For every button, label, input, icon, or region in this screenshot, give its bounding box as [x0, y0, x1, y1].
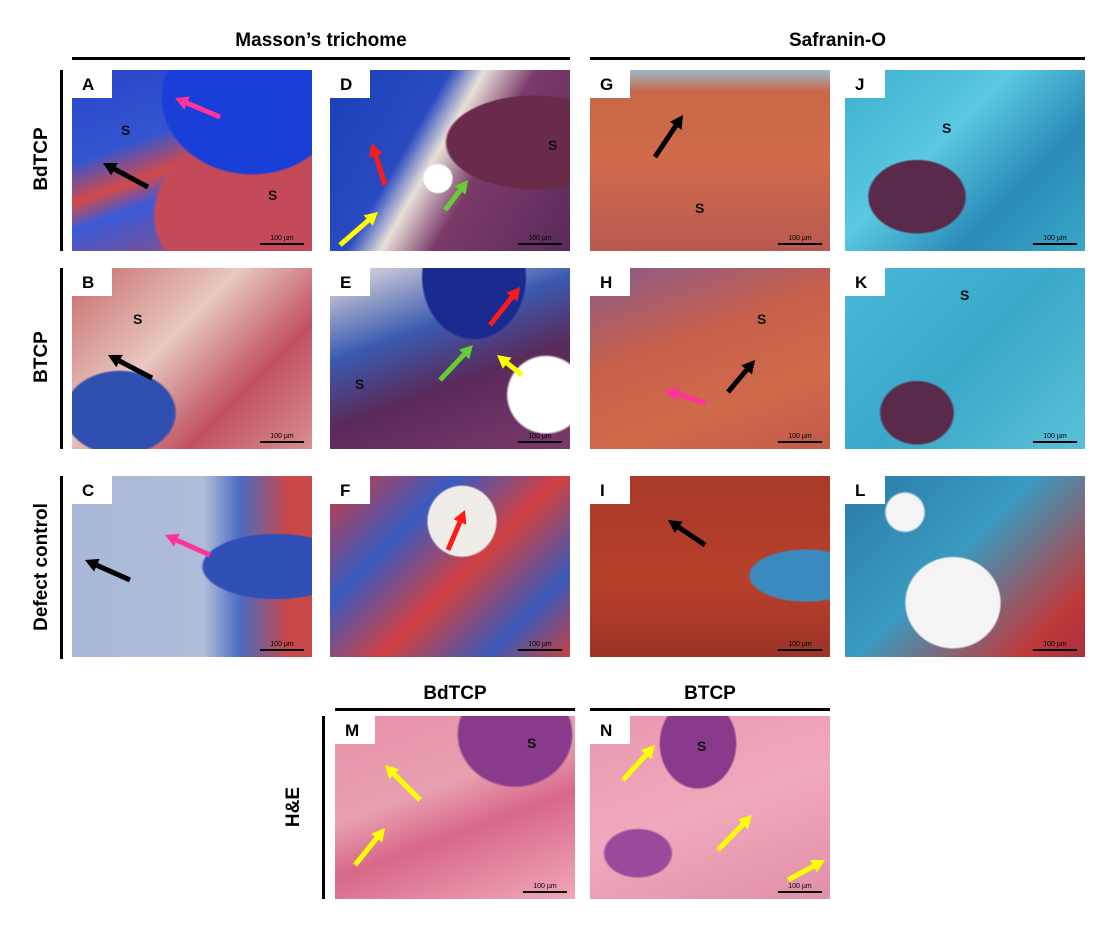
yellow-arrow-icon	[338, 212, 378, 247]
micrograph-panel-l: L 100 µm	[845, 476, 1085, 657]
row-label-defect-control: Defect control	[31, 503, 52, 631]
micrograph-panel-n: N S 100 µm	[590, 716, 830, 899]
micrograph-panel-m: M S 100 µm	[335, 716, 575, 899]
panel-letter: C	[72, 476, 112, 504]
red-arrow-icon	[369, 143, 388, 186]
panel-letter: M	[335, 716, 375, 744]
panel-letter: F	[330, 476, 370, 504]
panel-letter: D	[330, 70, 370, 98]
divider	[72, 57, 570, 60]
scale-bar: 100 µm	[260, 433, 304, 443]
yellow-arrow-icon	[353, 828, 385, 867]
divider	[60, 476, 63, 659]
scale-bar: 100 µm	[518, 433, 562, 443]
panel-letter: E	[330, 268, 370, 296]
pink-arrow-icon	[175, 96, 221, 120]
panel-letter: L	[845, 476, 885, 504]
scaffold-label: S	[548, 137, 558, 153]
divider	[322, 716, 325, 899]
red-arrow-icon	[488, 287, 520, 327]
header-masson: Masson’s trichome	[235, 30, 407, 51]
panel-letter: A	[72, 70, 112, 98]
black-arrow-icon	[108, 354, 154, 381]
panel-letter: K	[845, 268, 885, 296]
scale-bar: 100 µm	[778, 883, 822, 893]
yellow-arrow-icon	[385, 765, 422, 802]
divider	[60, 70, 63, 251]
scale-bar: 100 µm	[518, 641, 562, 651]
micrograph-panel-f: F 100 µm	[330, 476, 570, 657]
divider	[335, 708, 575, 711]
scale-bar: 100 µm	[1033, 433, 1077, 443]
green-arrow-icon	[438, 345, 473, 382]
micrograph-panel-d: D S 100 µm	[330, 70, 570, 251]
micrograph-panel-g: G S 100 µm	[590, 70, 830, 251]
pink-arrow-icon	[665, 387, 706, 406]
yellow-arrow-icon	[716, 815, 752, 852]
panel-letter: B	[72, 268, 112, 296]
scale-bar: 100 µm	[778, 641, 822, 651]
scaffold-label: S	[133, 311, 143, 327]
scaffold-label: S	[757, 311, 767, 327]
micrograph-panel-e: E S 100 µm	[330, 268, 570, 449]
micrograph-panel-h: H S 100 µm	[590, 268, 830, 449]
red-arrow-icon	[445, 510, 467, 551]
pink-arrow-icon	[165, 533, 212, 558]
green-arrow-icon	[443, 180, 468, 212]
scale-bar: 100 µm	[260, 235, 304, 245]
scaffold-label: S	[355, 376, 365, 392]
row-label-he: H&E	[283, 786, 304, 828]
panel-letter: H	[590, 268, 630, 296]
scaffold-label: S	[121, 122, 131, 138]
divider	[590, 57, 1085, 60]
scale-bar: 100 µm	[1033, 235, 1077, 245]
scale-bar: 100 µm	[778, 235, 822, 245]
micrograph-panel-a: A S S 100 µm	[72, 70, 312, 251]
row-label-btcp: BTCP	[31, 331, 52, 383]
black-arrow-icon	[85, 558, 132, 583]
scale-bar: 100 µm	[1033, 641, 1077, 651]
micrograph-panel-k: K S 100 µm	[845, 268, 1085, 449]
scaffold-label: S	[268, 187, 278, 203]
divider	[590, 708, 830, 711]
panel-letter: I	[590, 476, 630, 504]
yellow-arrow-icon	[786, 860, 825, 883]
scaffold-label: S	[527, 735, 537, 751]
divider	[60, 268, 63, 449]
yellow-arrow-icon	[497, 355, 524, 377]
scale-bar: 100 µm	[778, 433, 822, 443]
scaffold-label: S	[695, 200, 705, 216]
header-he-bdtcp: BdTCP	[423, 683, 487, 704]
micrograph-panel-j: J S 100 µm	[845, 70, 1085, 251]
scaffold-label: S	[697, 738, 707, 754]
panel-letter: J	[845, 70, 885, 98]
row-label-bdtcp: BdTCP	[31, 127, 52, 191]
panel-letter: G	[590, 70, 630, 98]
scale-bar: 100 µm	[523, 883, 567, 893]
micrograph-panel-b: B S 100 µm	[72, 268, 312, 449]
scale-bar: 100 µm	[518, 235, 562, 245]
black-arrow-icon	[668, 520, 707, 548]
scaffold-label: S	[960, 287, 970, 303]
header-safranin: Safranin-O	[788, 30, 887, 51]
micrograph-panel-i: I 100 µm	[590, 476, 830, 657]
header-he-btcp: BTCP	[684, 683, 736, 704]
black-arrow-icon	[726, 360, 755, 394]
panel-letter: N	[590, 716, 630, 744]
scale-bar: 100 µm	[260, 641, 304, 651]
yellow-arrow-icon	[621, 745, 655, 782]
scaffold-label: S	[942, 120, 952, 136]
black-arrow-icon	[103, 162, 150, 190]
micrograph-panel-c: C 100 µm	[72, 476, 312, 657]
black-arrow-icon	[652, 115, 683, 159]
